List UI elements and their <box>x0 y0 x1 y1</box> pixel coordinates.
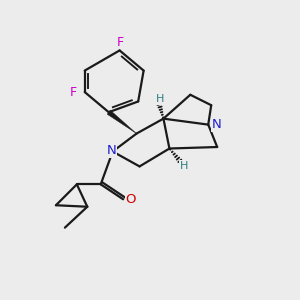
Text: H: H <box>180 161 188 171</box>
Text: N: N <box>212 118 221 131</box>
Text: O: O <box>125 194 136 206</box>
Text: F: F <box>117 36 124 49</box>
Text: N: N <box>106 144 116 157</box>
Polygon shape <box>107 110 136 134</box>
Text: F: F <box>70 86 77 99</box>
Text: H: H <box>156 94 164 104</box>
